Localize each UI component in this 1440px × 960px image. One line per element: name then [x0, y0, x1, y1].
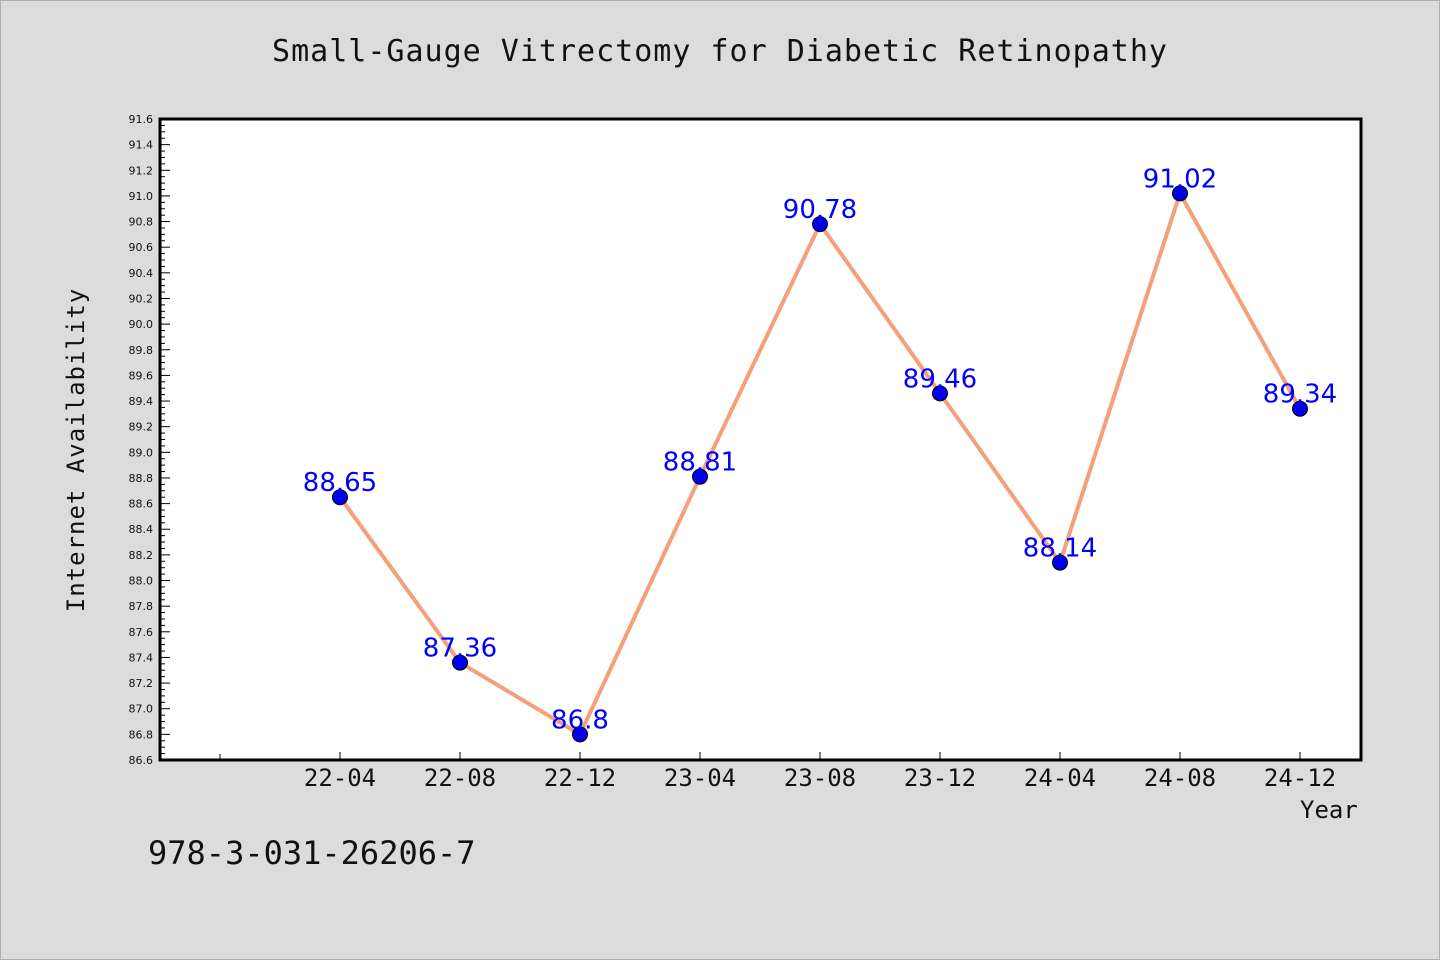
y-tick-label: 90.0 — [129, 318, 154, 331]
data-point[interactable] — [1292, 400, 1308, 417]
y-tick-label: 88.4 — [129, 523, 154, 536]
x-tick-label: 23-08 — [784, 764, 856, 792]
y-tick-label: 86.6 — [129, 754, 154, 767]
data-label: 88.65 — [303, 468, 377, 498]
data-label: 91.02 — [1143, 164, 1217, 194]
x-axis-label: Year — [1300, 796, 1358, 824]
data-point[interactable] — [332, 489, 348, 506]
y-tick-label: 91.6 — [129, 113, 154, 126]
isbn-footer: 978-3-031-26206-7 — [148, 834, 476, 872]
x-tick-label: 23-04 — [664, 764, 736, 792]
y-tick-label: 87.2 — [129, 677, 154, 690]
y-tick-label: 91.4 — [129, 139, 154, 152]
x-tick-label: 22-08 — [424, 764, 496, 792]
data-point[interactable] — [692, 468, 708, 485]
y-tick-label: 88.8 — [129, 472, 154, 485]
chart-title: Small-Gauge Vitrectomy for Diabetic Reti… — [272, 34, 1168, 69]
y-tick-label: 89.2 — [129, 421, 154, 434]
y-tick-label: 88.0 — [129, 575, 154, 588]
y-tick-label: 87.8 — [129, 600, 154, 613]
data-point[interactable] — [812, 216, 828, 233]
x-tick-label: 22-04 — [304, 764, 376, 792]
x-tick-label: 24-04 — [1024, 764, 1096, 792]
y-tick-label: 89.4 — [129, 395, 154, 408]
data-label: 89.46 — [903, 364, 977, 394]
data-label: 88.81 — [663, 448, 737, 478]
y-tick-label: 87.4 — [129, 651, 154, 664]
x-tick-label: 24-08 — [1144, 764, 1216, 792]
data-point[interactable] — [452, 654, 468, 671]
x-tick-label: 23-12 — [904, 764, 976, 792]
y-tick-label: 90.6 — [129, 241, 154, 254]
x-tick-label: 24-12 — [1264, 764, 1336, 792]
y-tick-label: 88.2 — [129, 549, 154, 562]
x-tick-label: 22-12 — [544, 764, 616, 792]
y-tick-label: 87.6 — [129, 626, 154, 639]
y-tick-label: 90.8 — [129, 216, 154, 229]
data-point[interactable] — [1172, 185, 1188, 202]
y-tick-label: 90.2 — [129, 292, 154, 305]
data-label: 87.36 — [423, 634, 497, 664]
y-tick-label: 91.0 — [129, 190, 154, 203]
y-tick-label: 91.2 — [129, 164, 154, 177]
data-point[interactable] — [1052, 554, 1068, 571]
y-tick-label: 87.0 — [129, 703, 154, 716]
y-tick-label: 90.4 — [129, 267, 154, 280]
data-label: 90.78 — [783, 195, 857, 225]
y-tick-label: 89.6 — [129, 369, 154, 382]
data-label: 86.8 — [551, 705, 609, 735]
y-tick-label: 88.6 — [129, 498, 154, 511]
y-tick-label: 86.8 — [129, 728, 154, 741]
plot-area — [158, 117, 1363, 762]
data-label: 89.34 — [1263, 380, 1337, 410]
data-point[interactable] — [932, 385, 948, 402]
y-tick-label: 89.0 — [129, 446, 154, 459]
data-label: 88.14 — [1023, 534, 1097, 564]
data-point[interactable] — [572, 726, 588, 743]
y-tick-label: 89.8 — [129, 344, 154, 357]
